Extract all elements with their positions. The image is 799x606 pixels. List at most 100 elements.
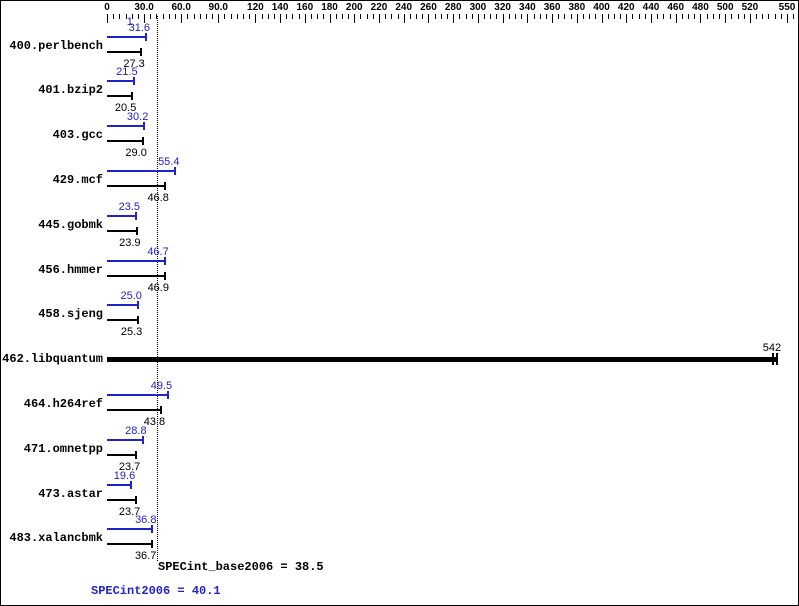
axis-tick bbox=[341, 14, 343, 19]
axis-tick-label: 400 bbox=[593, 2, 610, 13]
axis-tick-label: 140 bbox=[271, 2, 289, 13]
axis-tick-label: 260 bbox=[420, 2, 437, 13]
axis-tick bbox=[490, 14, 492, 19]
axis-tick bbox=[311, 14, 312, 19]
peak-bar bbox=[107, 259, 165, 262]
base-value-label: 23.7 bbox=[118, 460, 141, 473]
bar-end-cap bbox=[143, 122, 146, 131]
peak-value-label: 36.8 bbox=[135, 514, 157, 527]
axis-tick bbox=[576, 14, 578, 23]
peak-value-label: 49.5 bbox=[150, 379, 173, 392]
axis-tick bbox=[409, 14, 411, 19]
axis-tick bbox=[193, 14, 195, 19]
bar-end-cap bbox=[167, 390, 170, 399]
axis-tick bbox=[651, 14, 652, 23]
axis-tick bbox=[706, 14, 708, 19]
bar-end-cap bbox=[145, 32, 148, 41]
axis-tick bbox=[793, 14, 795, 19]
axis-tick bbox=[570, 14, 572, 19]
axis-tick-label: 380 bbox=[568, 2, 586, 13]
peak-value-label: 25.0 bbox=[120, 290, 142, 303]
axis-tick bbox=[317, 14, 319, 19]
peak-bar bbox=[107, 438, 143, 441]
axis-tick bbox=[212, 14, 214, 19]
axis-tick bbox=[613, 14, 615, 19]
bar-end-cap bbox=[135, 226, 138, 235]
axis-tick bbox=[762, 14, 764, 19]
bar-end-cap bbox=[163, 256, 166, 265]
bar-end-cap bbox=[151, 540, 154, 549]
axis-tick bbox=[521, 14, 523, 19]
axis-tick bbox=[545, 14, 547, 19]
axis-tick bbox=[113, 14, 115, 19]
benchmark-label: 458.sjeng bbox=[38, 307, 103, 322]
peak-value-label: 28.8 bbox=[125, 424, 147, 437]
axis-tick bbox=[780, 14, 782, 19]
axis-tick bbox=[403, 14, 405, 23]
base-value-label: 46.9 bbox=[147, 281, 169, 294]
axis-tick-label: 180 bbox=[321, 2, 338, 13]
axis-tick bbox=[428, 14, 430, 23]
axis-tick-label: 220 bbox=[370, 2, 388, 13]
axis-tick bbox=[539, 14, 541, 19]
axis-tick bbox=[607, 14, 609, 19]
base-bar bbox=[107, 357, 778, 363]
base-bar bbox=[107, 408, 162, 411]
axis-tick-label: 300 bbox=[469, 2, 487, 13]
axis-tick bbox=[236, 14, 238, 19]
base-bar bbox=[107, 498, 137, 501]
axis-tick bbox=[496, 14, 498, 19]
bar-end-cap bbox=[141, 137, 144, 146]
axis-tick bbox=[416, 14, 418, 19]
base-bar bbox=[107, 140, 143, 143]
bar-end-cap bbox=[174, 166, 177, 175]
peak-bar bbox=[107, 169, 176, 172]
benchmark-label: 462.libquantum bbox=[2, 352, 103, 367]
bar-end-cap bbox=[135, 450, 138, 459]
bar-end-cap bbox=[131, 92, 134, 101]
axis-tick bbox=[144, 14, 146, 23]
axis-tick-label: 160 bbox=[296, 2, 314, 13]
axis-tick bbox=[329, 14, 331, 23]
axis-tick bbox=[756, 14, 758, 19]
bar-end-cap bbox=[151, 525, 154, 534]
axis-tick-label: 30.0 bbox=[134, 2, 154, 13]
axis-tick bbox=[749, 14, 751, 23]
peak-bar bbox=[107, 393, 169, 396]
axis-tick bbox=[638, 14, 640, 19]
base-value-label: 25.3 bbox=[120, 326, 143, 339]
axis-tick-label: 60.0 bbox=[171, 2, 191, 13]
bar-end-cap bbox=[139, 47, 142, 56]
axis-tick bbox=[508, 14, 510, 19]
axis-tick bbox=[558, 14, 560, 19]
axis-tick bbox=[712, 14, 714, 19]
peak-value-label: 23.5 bbox=[118, 200, 141, 213]
axis-tick bbox=[249, 14, 251, 19]
axis-tick bbox=[175, 14, 176, 19]
axis-tick-label: 550 bbox=[778, 2, 796, 13]
peak-bar bbox=[107, 214, 137, 217]
axis-tick-label: 340 bbox=[519, 2, 536, 13]
axis-tick bbox=[743, 14, 745, 19]
axis-tick bbox=[267, 14, 269, 19]
base-bar bbox=[107, 319, 139, 322]
axis-tick bbox=[768, 14, 770, 19]
peak-value-label: 46.7 bbox=[147, 245, 169, 258]
copies-annotation: 1 bbox=[126, 15, 133, 28]
benchmark-label: 483.xalancbmk bbox=[9, 531, 103, 546]
axis-tick bbox=[243, 14, 244, 19]
benchmark-label: 401.bzip2 bbox=[38, 83, 103, 98]
peak-value-label: 30.2 bbox=[126, 111, 149, 124]
benchmark-label: 400.perlbench bbox=[9, 38, 103, 53]
base-value-label: 36.7 bbox=[134, 550, 157, 563]
axis-tick bbox=[675, 14, 677, 23]
axis-tick bbox=[224, 14, 226, 19]
axis-tick bbox=[725, 14, 727, 23]
peak-value-label: 21.5 bbox=[116, 66, 138, 79]
axis-tick bbox=[471, 14, 473, 19]
axis-tick bbox=[620, 14, 622, 19]
axis-tick bbox=[601, 14, 603, 23]
axis-tick bbox=[119, 14, 121, 19]
axis-tick bbox=[589, 14, 591, 19]
